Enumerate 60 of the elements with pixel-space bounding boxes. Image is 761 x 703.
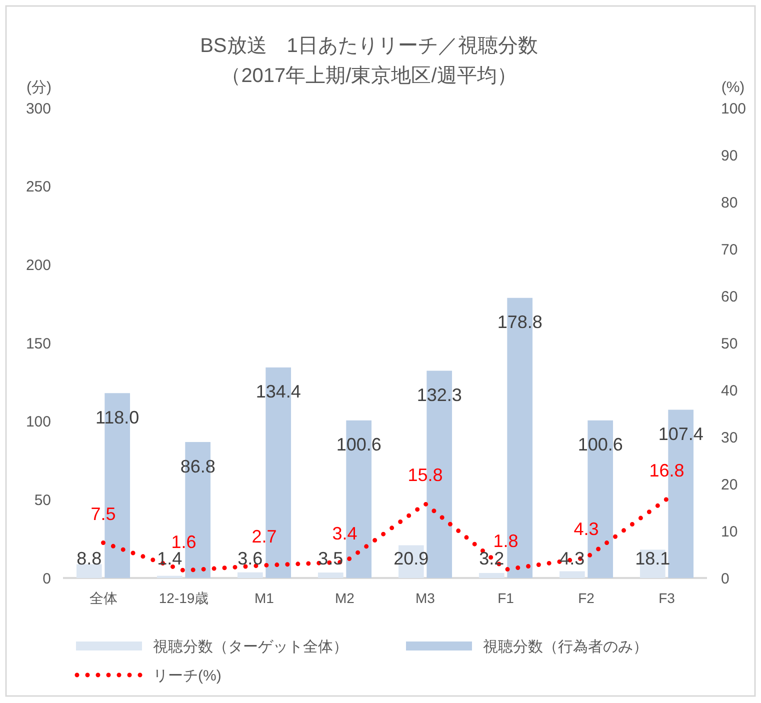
data-label: 7.5 [90,504,116,524]
y2-tick-label: 30 [721,429,738,446]
y2-tick-label: 10 [721,523,738,540]
data-label: 100.6 [336,434,382,455]
y-tick-label: 200 [26,256,51,274]
y-tick-label: 300 [26,100,51,118]
bar [478,572,504,578]
y2-tick-label: 0 [721,570,730,588]
data-label: 3.6 [238,548,263,568]
data-label: 2.7 [252,526,277,547]
legend-label: リーチ(%) [153,667,222,684]
y2-tick-label: 40 [721,382,738,400]
data-label: 100.6 [578,434,623,455]
data-label: 134.4 [256,382,301,402]
data-label: 15.8 [408,465,443,486]
y2-tick-label: 20 [721,476,738,494]
y2-tick-label: 80 [721,194,738,212]
x-tick-label: F2 [578,590,595,606]
y2-tick-label: 60 [721,288,738,306]
data-label: 118.0 [95,407,140,428]
data-label: 3.2 [479,548,504,568]
data-label: 18.1 [635,548,670,568]
x-tick-label: M1 [254,590,274,606]
y-tick-label: 250 [26,178,51,196]
y2-tick-label: 70 [721,241,738,258]
data-label: 3.5 [318,548,344,568]
data-label: 1.8 [493,530,518,551]
x-tick-label: F1 [498,590,514,606]
data-label: 16.8 [649,460,684,480]
data-label: 8.8 [76,548,102,568]
data-label: 3.4 [332,523,358,544]
legend-label: 視聴分数（ターゲット全体） [153,638,348,656]
y2-tick-label: 100 [721,100,746,118]
legend-label: 視聴分数（行為者のみ） [483,638,648,656]
x-tick-label: 全体 [89,590,118,606]
bar [318,572,344,578]
bar [76,564,102,578]
y2-axis-title: (%) [721,79,745,96]
chart-title: BS放送 1日あたりリーチ／視聴分数 [200,35,538,57]
y-tick-label: 50 [34,492,51,509]
data-label: 86.8 [180,456,216,476]
x-tick-label: F3 [658,590,676,606]
data-label: 132.3 [416,385,462,406]
y-tick-label: 100 [26,414,51,431]
data-label: 107.4 [658,424,704,444]
y2-tick-label: 50 [721,335,738,352]
y-tick-label: 0 [42,570,51,588]
data-label: 4.3 [560,548,585,568]
data-label: 4.3 [574,519,599,540]
x-tick-label: M2 [335,590,355,606]
y-axis-title: (分) [26,79,52,96]
x-tick-label: M3 [416,590,436,606]
y-tick-label: 150 [26,335,51,352]
data-label: 178.8 [497,312,542,332]
x-tick-label: 12-19歳 [158,590,209,606]
y2-tick-label: 90 [721,147,738,164]
chart-subtitle: （2017年上期/東京地区/週平均） [221,65,517,87]
data-label: 20.9 [394,548,429,568]
bar [559,571,585,578]
bar [237,572,263,578]
